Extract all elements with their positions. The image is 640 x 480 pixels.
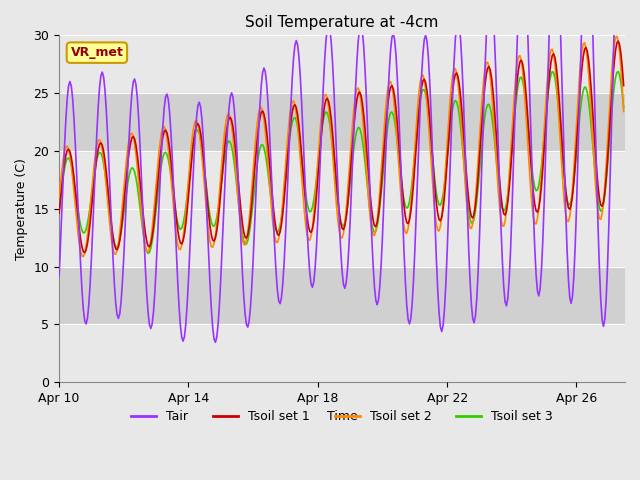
X-axis label: Time: Time bbox=[326, 410, 358, 423]
Legend: Tair, Tsoil set 1, Tsoil set 2, Tsoil set 3: Tair, Tsoil set 1, Tsoil set 2, Tsoil se… bbox=[126, 405, 558, 428]
Text: VR_met: VR_met bbox=[70, 46, 124, 59]
Y-axis label: Temperature (C): Temperature (C) bbox=[15, 158, 28, 260]
Title: Soil Temperature at -4cm: Soil Temperature at -4cm bbox=[245, 15, 439, 30]
Bar bbox=[59, 93, 625, 151]
Bar bbox=[59, 266, 625, 324]
